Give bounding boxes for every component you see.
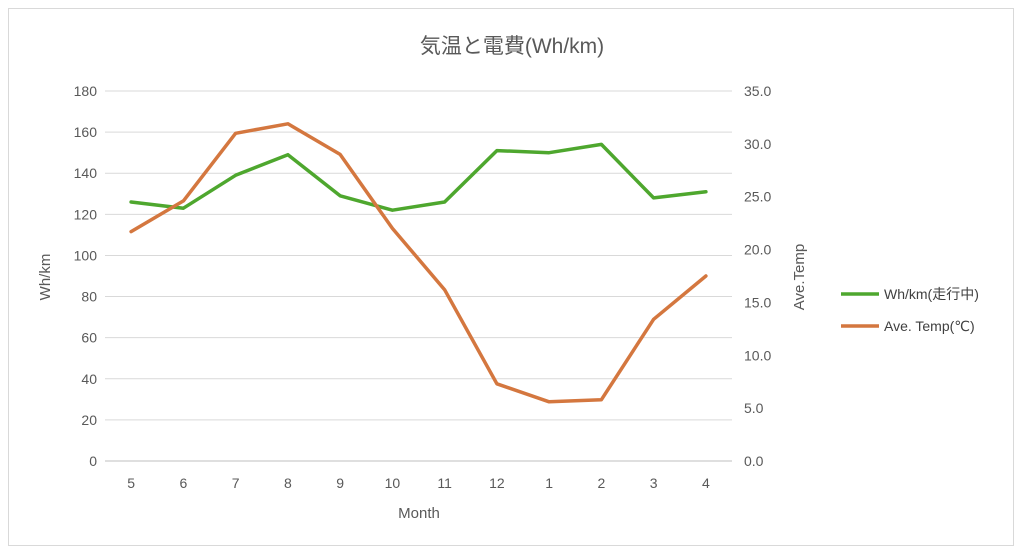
legend-label: Ave. Temp(℃) xyxy=(884,318,975,334)
x-tick-label: 3 xyxy=(650,475,658,491)
y2-tick-label: 20.0 xyxy=(744,242,771,258)
x-tick-label: 9 xyxy=(336,475,344,491)
x-tick-label: 12 xyxy=(489,475,505,491)
y-tick-label: 140 xyxy=(74,165,98,181)
x-tick-label: 7 xyxy=(232,475,240,491)
y2-axis-title: Ave.Temp xyxy=(791,244,808,310)
y-axis-ticks: 0 20 40 60 80 100 120 140 160 180 xyxy=(74,83,98,469)
y2-tick-label: 0.0 xyxy=(744,453,764,469)
y-tick-label: 60 xyxy=(81,330,97,346)
x-tick-label: 5 xyxy=(127,475,135,491)
legend: Wh/km(走行中) Ave. Temp(℃) xyxy=(841,286,979,334)
y-tick-label: 180 xyxy=(74,83,98,99)
x-tick-label: 2 xyxy=(597,475,605,491)
y-tick-label: 80 xyxy=(81,289,97,305)
x-tick-label: 1 xyxy=(545,475,553,491)
x-tick-label: 4 xyxy=(702,475,710,491)
y2-axis-ticks: 0.0 5.0 10.0 15.0 20.0 25.0 30.0 35.0 xyxy=(744,83,771,469)
x-tick-label: 8 xyxy=(284,475,292,491)
series-line-2 xyxy=(129,122,708,404)
y2-tick-label: 35.0 xyxy=(744,83,771,99)
y-tick-label: 160 xyxy=(74,124,98,140)
y2-tick-label: 25.0 xyxy=(744,189,771,205)
series-line-1 xyxy=(129,142,708,212)
y2-tick-label: 10.0 xyxy=(744,347,771,363)
y-tick-label: 40 xyxy=(81,371,97,387)
y2-tick-label: 5.0 xyxy=(744,400,764,416)
x-axis-ticks: 5 6 7 8 9 10 11 12 1 2 3 4 xyxy=(127,475,710,491)
y-tick-label: 20 xyxy=(81,412,97,428)
y-tick-label: 120 xyxy=(74,206,98,222)
legend-label: Wh/km(走行中) xyxy=(884,286,979,302)
x-tick-label: 6 xyxy=(179,475,187,491)
x-axis-title: Month xyxy=(398,505,440,522)
series-lines xyxy=(129,122,708,404)
y2-tick-label: 15.0 xyxy=(744,294,771,310)
y-tick-label: 0 xyxy=(89,453,97,469)
x-tick-label: 10 xyxy=(385,475,401,491)
gridlines xyxy=(105,90,732,462)
chart-frame: 気温と電費(Wh/km) Month Wh/km Ave.Temp 0 20 40 6… xyxy=(8,8,1014,546)
y2-tick-label: 30.0 xyxy=(744,136,771,152)
chart-svg: 気温と電費(Wh/km) Month Wh/km Ave.Temp 0 20 40 6… xyxy=(37,35,979,522)
x-tick-label: 11 xyxy=(437,475,452,491)
y-tick-label: 100 xyxy=(74,247,98,263)
y-axis-title: Wh/km xyxy=(37,254,54,301)
chart-title: 気温と電費(Wh/km) xyxy=(420,35,604,58)
